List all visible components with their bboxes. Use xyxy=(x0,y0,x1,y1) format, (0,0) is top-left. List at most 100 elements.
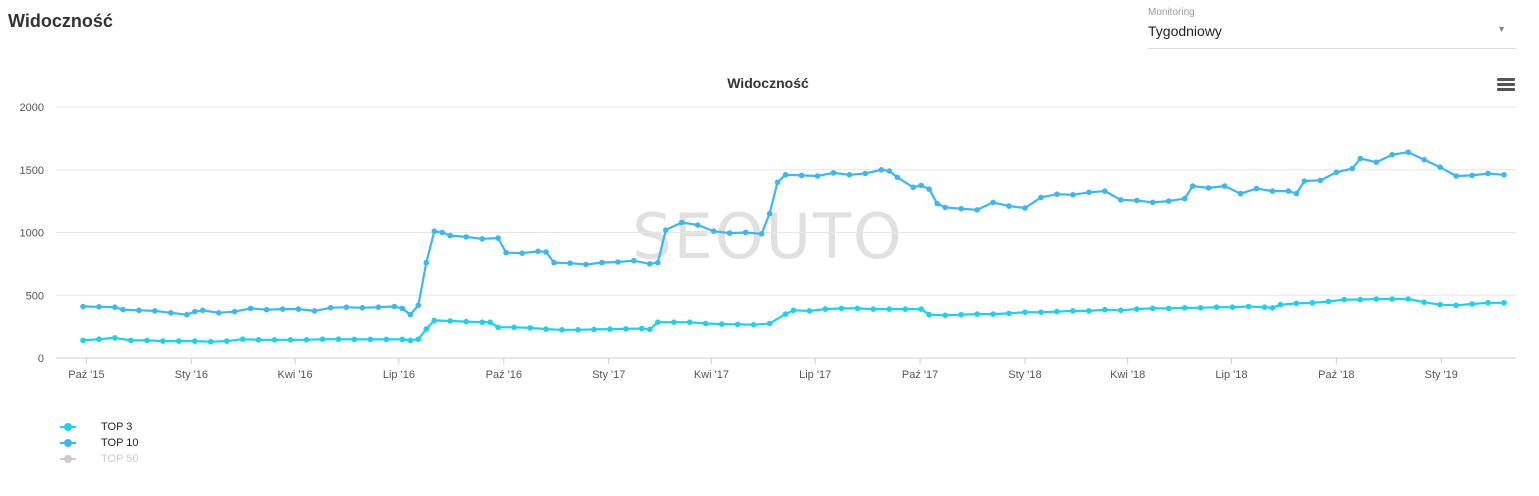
data-point-top-10 xyxy=(1357,155,1364,162)
data-point-top-10 xyxy=(112,304,118,311)
data-point-top-3 xyxy=(223,338,230,344)
data-point-top-10 xyxy=(694,222,701,228)
monitoring-label: Monitoring xyxy=(1148,7,1195,18)
data-point-top-10 xyxy=(1421,156,1427,163)
data-point-top-10 xyxy=(830,170,837,176)
data-point-top-3 xyxy=(1325,298,1332,305)
data-point-top-10 xyxy=(814,173,821,179)
data-point-top-10 xyxy=(231,308,238,315)
data-point-top-3 xyxy=(423,326,430,332)
data-point-top-3 xyxy=(112,335,118,341)
data-point-top-3 xyxy=(192,338,198,344)
data-point-top-3 xyxy=(782,311,789,317)
caret-down-icon[interactable]: ▼ xyxy=(1497,24,1506,34)
data-point-top-10 xyxy=(415,302,422,309)
data-point-top-10 xyxy=(958,205,964,212)
y-tick-label: 500 xyxy=(26,290,44,302)
data-point-top-10 xyxy=(942,204,948,211)
data-point-top-10 xyxy=(391,303,398,310)
data-point-top-3 xyxy=(655,319,661,326)
data-point-top-3 xyxy=(1437,301,1443,308)
data-point-top-10 xyxy=(543,249,549,255)
data-point-top-10 xyxy=(862,170,869,177)
data-point-top-10 xyxy=(934,200,940,207)
data-point-top-10 xyxy=(599,259,605,266)
chart-grid xyxy=(56,106,1516,359)
data-point-top-10 xyxy=(766,210,773,217)
data-point-top-10 xyxy=(168,310,174,316)
data-point-top-3 xyxy=(176,338,182,344)
data-point-top-3 xyxy=(671,319,677,326)
data-point-top-3 xyxy=(1118,307,1124,314)
data-point-top-3 xyxy=(239,336,246,343)
data-point-top-10 xyxy=(136,307,142,314)
series-line-top-3 xyxy=(82,297,1504,343)
data-point-top-3 xyxy=(1261,304,1268,311)
data-point-top-3 xyxy=(415,336,422,343)
data-point-top-3 xyxy=(383,336,390,343)
data-point-top-3 xyxy=(463,318,470,325)
data-point-top-10 xyxy=(846,172,853,178)
data-point-top-10 xyxy=(519,250,525,256)
data-point-top-10 xyxy=(1253,185,1260,192)
data-point-top-10 xyxy=(407,311,414,318)
data-point-top-3 xyxy=(647,326,653,333)
data-point-top-3 xyxy=(926,311,932,318)
data-point-top-10 xyxy=(80,303,86,310)
legend-symbol-icon xyxy=(60,423,76,431)
data-point-top-10 xyxy=(1022,205,1028,211)
data-point-top-3 xyxy=(1389,296,1395,302)
monitoring-value[interactable]: Tygodniowy xyxy=(1148,23,1222,39)
data-point-top-3 xyxy=(431,317,438,324)
data-point-top-10 xyxy=(1285,188,1292,194)
data-point-top-10 xyxy=(535,248,541,255)
data-point-top-3 xyxy=(718,321,725,327)
data-point-top-10 xyxy=(647,261,653,267)
data-point-top-3 xyxy=(1022,309,1028,316)
data-point-top-10 xyxy=(447,232,454,239)
data-point-top-10 xyxy=(758,231,765,237)
seouto-watermark: SEOUTO xyxy=(632,200,903,273)
monitoring-select[interactable]: Monitoring Tygodniowy ▼ xyxy=(1148,5,1516,49)
data-point-top-3 xyxy=(1469,301,1475,307)
data-point-top-10 xyxy=(1293,190,1300,197)
data-point-top-3 xyxy=(958,311,964,318)
data-point-top-3 xyxy=(1149,305,1156,312)
data-point-top-10 xyxy=(615,259,621,265)
data-point-top-3 xyxy=(511,324,517,331)
data-point-top-3 xyxy=(702,320,709,327)
x-tick-label: Lip '16 xyxy=(383,369,415,381)
y-tick-label: 2000 xyxy=(20,102,44,114)
watermark-text: SEOUTO xyxy=(632,200,903,273)
data-point-top-10 xyxy=(495,235,501,241)
legend-symbol-icon xyxy=(60,455,76,463)
data-point-top-3 xyxy=(942,312,948,319)
data-point-top-3 xyxy=(886,306,893,312)
data-point-top-3 xyxy=(160,338,166,344)
x-tick-label: Sty '19 xyxy=(1425,369,1458,381)
data-point-top-3 xyxy=(303,337,310,343)
data-point-top-10 xyxy=(479,236,486,242)
hamburger-menu-icon[interactable] xyxy=(1497,78,1515,94)
data-point-top-3 xyxy=(1086,308,1092,314)
data-point-top-10 xyxy=(1349,165,1356,172)
data-point-top-3 xyxy=(1165,305,1172,312)
data-point-top-10 xyxy=(1485,170,1491,177)
data-point-top-3 xyxy=(591,326,597,333)
data-point-top-3 xyxy=(543,326,549,332)
data-point-top-3 xyxy=(838,305,845,312)
data-point-top-3 xyxy=(479,319,486,326)
data-point-top-3 xyxy=(1054,308,1060,315)
data-point-top-10 xyxy=(215,310,222,316)
data-point-top-3 xyxy=(287,337,294,343)
data-point-top-3 xyxy=(144,337,150,344)
data-point-top-3 xyxy=(902,306,909,312)
data-point-top-10 xyxy=(1118,197,1124,203)
data-point-top-3 xyxy=(1309,300,1316,306)
data-point-top-10 xyxy=(1189,183,1196,189)
y-axis-ticks: 0 500 1000 1500 2000 xyxy=(20,102,44,365)
data-point-top-3 xyxy=(990,311,996,317)
data-point-top-10 xyxy=(798,172,805,179)
data-point-top-10 xyxy=(1469,172,1475,179)
data-point-top-10 xyxy=(1205,185,1212,191)
